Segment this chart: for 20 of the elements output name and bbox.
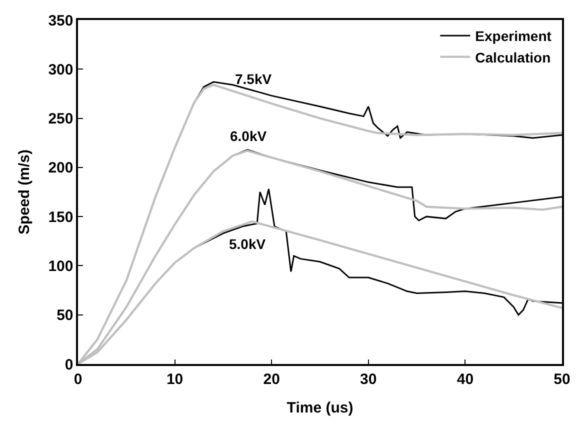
y-tick-label: 200 xyxy=(48,160,74,177)
y-tick-label: 300 xyxy=(48,61,74,78)
y-tick-label: 50 xyxy=(56,307,74,324)
x-tick-label: 50 xyxy=(554,370,570,388)
x-tick-label: 30 xyxy=(360,370,377,388)
x-axis-title: Time (us) xyxy=(286,399,354,416)
y-tick-label: 100 xyxy=(48,258,74,275)
annotation: 5.0kV xyxy=(229,236,266,252)
legend-label: Experiment xyxy=(475,28,552,44)
legend-label: Calculation xyxy=(475,49,551,66)
annotation: 6.0kV xyxy=(230,128,268,144)
x-tick-label: 20 xyxy=(263,370,280,388)
x-tick-label: 40 xyxy=(456,370,474,388)
annotation: 7.5kV xyxy=(235,71,272,87)
y-tick-label: 250 xyxy=(48,110,74,128)
y-axis-title: Speed (m/s) xyxy=(16,149,33,235)
y-tick-label: 150 xyxy=(48,208,74,226)
x-tick-label: 10 xyxy=(166,370,184,388)
y-tick-label: 350 xyxy=(48,12,74,30)
y-tick-label: 0 xyxy=(64,356,74,374)
